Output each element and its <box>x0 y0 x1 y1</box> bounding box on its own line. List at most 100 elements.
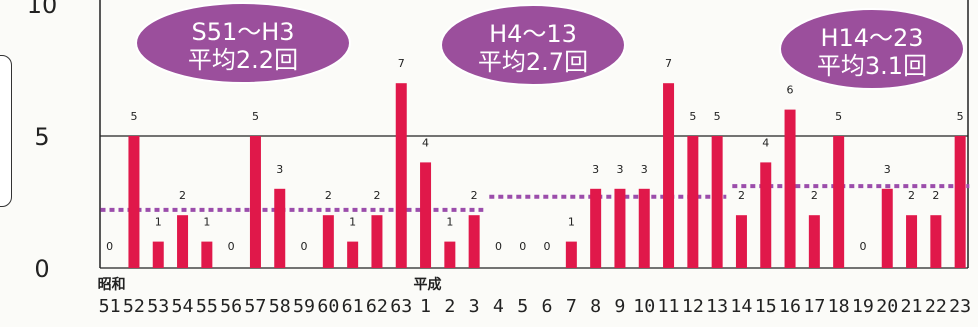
bar-value-label: 3 <box>592 163 599 176</box>
bar <box>711 136 723 268</box>
x-tick-label: 4 <box>493 296 504 317</box>
x-tick-label: 20 <box>876 296 898 317</box>
x-tick-label: 9 <box>614 296 625 317</box>
bar <box>808 215 820 268</box>
bar-value-label: 4 <box>422 136 429 149</box>
bar <box>395 83 407 268</box>
bar <box>906 215 918 268</box>
bar-value-label: 2 <box>471 189 478 202</box>
bar-value-label: 1 <box>568 216 575 229</box>
bar-value-label: 5 <box>689 110 696 123</box>
bar-value-label: 3 <box>884 163 891 176</box>
bar-value-label: 2 <box>325 189 332 202</box>
bar-value-label: 7 <box>398 57 405 70</box>
x-tick-label: 13 <box>706 296 728 317</box>
x-tick-label: 54 <box>172 296 194 317</box>
x-tick-label: 15 <box>755 296 777 317</box>
era-label: 平成 <box>414 276 442 293</box>
bar-value-label: 7 <box>665 57 672 70</box>
bar-value-label: 1 <box>349 216 356 229</box>
x-tick-label: 21 <box>901 296 923 317</box>
bar <box>687 136 699 268</box>
bar-value-label: 2 <box>373 189 380 202</box>
x-tick-label: 58 <box>269 296 291 317</box>
x-tick-label: 6 <box>542 296 553 317</box>
bar <box>760 162 772 268</box>
average-bubble-range: S51〜H3 <box>191 18 294 46</box>
x-tick-label: 16 <box>779 296 801 317</box>
average-bubble-range: H14〜23 <box>820 24 923 52</box>
x-tick-label: 7 <box>566 296 577 317</box>
bar <box>638 188 650 268</box>
x-tick-label: 3 <box>469 296 480 317</box>
bar <box>954 136 966 268</box>
bar-value-label: 2 <box>811 189 818 202</box>
bar-value-label: 1 <box>203 216 210 229</box>
bar-value-label: 6 <box>787 84 794 97</box>
bar-value-label: 3 <box>641 163 648 176</box>
bar-value-label: 5 <box>130 110 137 123</box>
average-bubble-value: 平均3.1回 <box>817 52 927 80</box>
x-tick-label: 17 <box>803 296 825 317</box>
x-tick-label: 62 <box>366 296 388 317</box>
bar <box>468 215 480 268</box>
bar <box>565 241 577 268</box>
bar <box>590 188 602 268</box>
bar-value-label: 0 <box>228 240 235 253</box>
average-bubble <box>440 4 626 86</box>
bar <box>152 241 164 268</box>
bar <box>784 109 796 268</box>
bar-value-label: 0 <box>859 240 866 253</box>
bar <box>663 83 675 268</box>
bar <box>274 188 286 268</box>
x-tick-label: 10 <box>633 296 655 317</box>
bar-value-label: 2 <box>738 189 745 202</box>
bar <box>833 136 845 268</box>
bar <box>347 241 359 268</box>
bar-value-label: 0 <box>106 240 113 253</box>
bar-value-label: 2 <box>932 189 939 202</box>
x-tick-label: 51 <box>99 296 121 317</box>
x-tick-label: 53 <box>147 296 169 317</box>
y-tick-label: 5 <box>34 123 49 151</box>
bar-value-label: 0 <box>519 240 526 253</box>
bar <box>371 215 383 268</box>
bar <box>249 136 261 268</box>
bar-value-label: 5 <box>957 110 964 123</box>
bar-value-label: 1 <box>446 216 453 229</box>
x-tick-label: 61 <box>342 296 364 317</box>
average-bubble <box>135 2 351 84</box>
x-tick-label: 1 <box>420 296 431 317</box>
x-tick-label: 22 <box>925 296 947 317</box>
bar <box>128 136 140 268</box>
bar-value-label: 3 <box>616 163 623 176</box>
bar-value-label: 0 <box>495 240 502 253</box>
x-tick-label: 19 <box>852 296 874 317</box>
bar-value-label: 1 <box>155 216 162 229</box>
y-tick-label: 10 <box>27 0 58 19</box>
x-tick-label: 11 <box>658 296 680 317</box>
x-tick-label: 18 <box>828 296 850 317</box>
bar <box>444 241 456 268</box>
bar <box>177 215 189 268</box>
bar-value-label: 2 <box>179 189 186 202</box>
bar-value-label: 3 <box>276 163 283 176</box>
bar-value-label: 0 <box>301 240 308 253</box>
bar-value-label: 2 <box>908 189 915 202</box>
x-tick-label: 56 <box>220 296 242 317</box>
bar-value-label: 5 <box>714 110 721 123</box>
x-tick-label: 59 <box>293 296 315 317</box>
x-tick-label: 5 <box>517 296 528 317</box>
average-bubble <box>779 8 965 90</box>
bar <box>930 215 942 268</box>
bar <box>614 188 626 268</box>
x-tick-label: 55 <box>196 296 218 317</box>
bar-value-label: 5 <box>252 110 259 123</box>
bar <box>735 215 747 268</box>
average-bubble-value: 平均2.2回 <box>188 46 298 74</box>
bar <box>201 241 213 268</box>
y-tick-label: 0 <box>34 255 49 283</box>
average-bubble-range: H4〜13 <box>489 20 577 48</box>
x-tick-label: 52 <box>123 296 145 317</box>
